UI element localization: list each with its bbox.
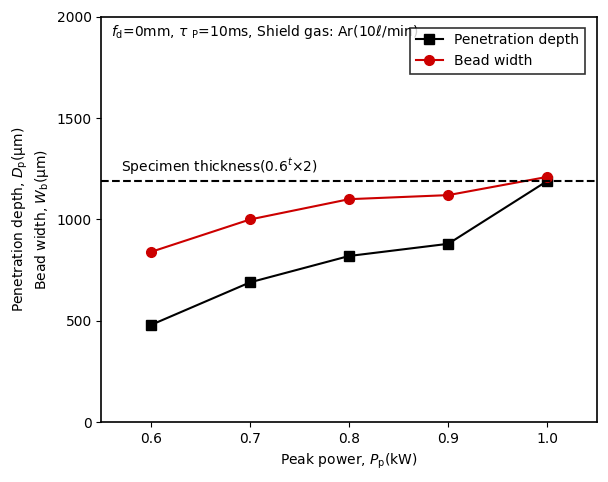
X-axis label: Peak power, $P_{\mathrm{p}}$(kW): Peak power, $P_{\mathrm{p}}$(kW)	[280, 452, 418, 471]
Bead width	[444, 192, 452, 198]
Bead width	[147, 249, 154, 255]
Text: $f_{\mathrm{d}}$=0mm, $\tau$ $_{{\mathrm{P}}}$=10ms, Shield gas: Ar(10$\ell$/min: $f_{\mathrm{d}}$=0mm, $\tau$ $_{{\mathrm…	[111, 23, 419, 40]
Line: Bead width: Bead width	[146, 172, 552, 257]
Penetration depth	[544, 178, 551, 184]
Legend: Penetration depth, Bead width: Penetration depth, Bead width	[410, 27, 585, 74]
Bead width	[345, 196, 353, 202]
Text: Specimen thickness(0.6$^{t}$×2): Specimen thickness(0.6$^{t}$×2)	[121, 157, 318, 177]
Bead width	[246, 216, 254, 222]
Y-axis label: Penetration depth, $D_{\mathrm{p}}$(μm)
Bead width, $W_{\mathrm{b}}$(μm): Penetration depth, $D_{\mathrm{p}}$(μm) …	[11, 127, 51, 312]
Penetration depth	[246, 280, 254, 285]
Bead width	[544, 174, 551, 180]
Penetration depth	[147, 322, 154, 328]
Line: Penetration depth: Penetration depth	[146, 176, 552, 330]
Penetration depth	[345, 253, 353, 259]
Penetration depth	[444, 241, 452, 247]
